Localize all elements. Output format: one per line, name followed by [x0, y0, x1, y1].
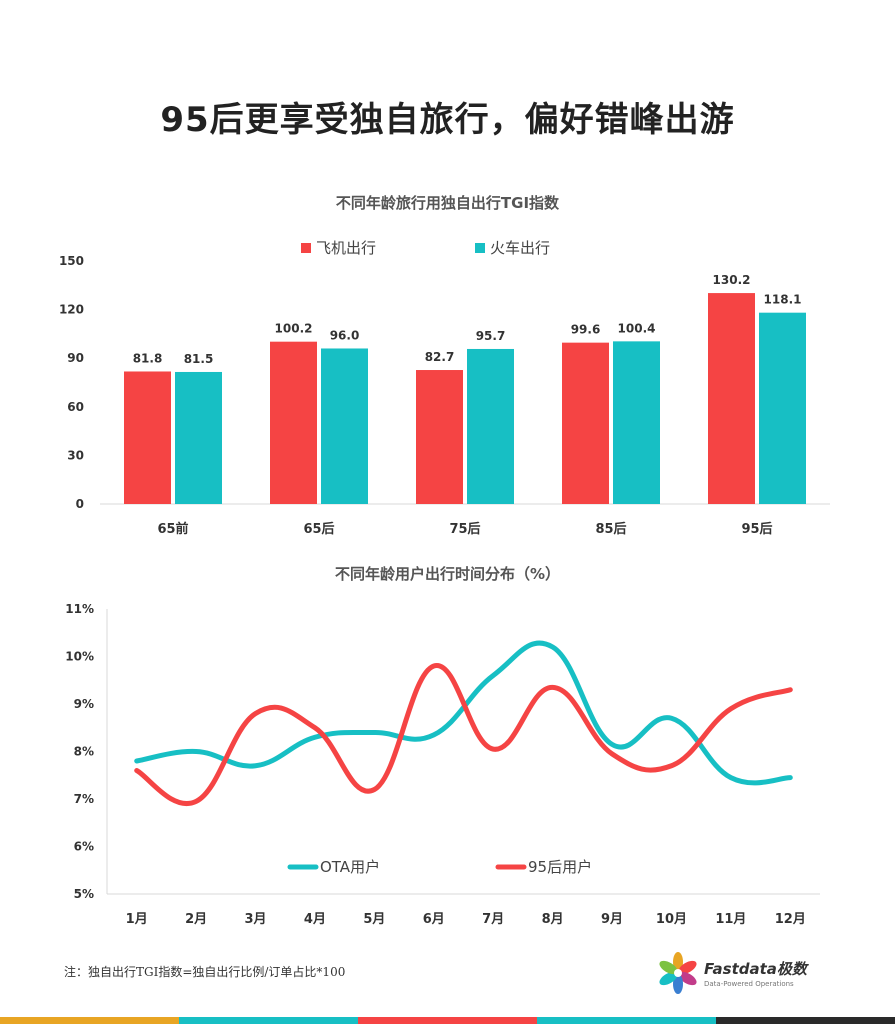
y-tick-label: 11%	[65, 602, 94, 616]
x-tick-label: 2月	[185, 912, 207, 927]
y-tick-label: 0	[76, 497, 84, 511]
bar-value-label: 118.1	[764, 293, 802, 307]
bottom-bar-segment	[716, 1017, 895, 1024]
y-tick-label: 9%	[74, 697, 94, 711]
bottom-bar-segment	[179, 1017, 358, 1024]
travel-time-line-chart: 5% 6% 7% 8% 9% 10% 11% 1月 2月 3月 4月 5月 6月 7月 8月 9月 10月 11月…	[65, 602, 820, 927]
bar	[321, 348, 368, 504]
bar	[708, 293, 755, 504]
y-tick-label: 10%	[65, 650, 94, 664]
bar-value-label: 95.7	[476, 329, 506, 343]
bar-value-label: 100.2	[275, 322, 313, 336]
legend-label: 95后用户	[528, 858, 592, 876]
x-tick-label: 1月	[126, 912, 148, 927]
page-title: 95后更享受独自旅行，偏好错峰出游	[160, 100, 735, 140]
bar-value-label: 96.0	[330, 328, 360, 342]
y-tick-label: 60	[67, 400, 84, 414]
y-tick-label: 7%	[74, 792, 94, 806]
y-tick-label: 120	[59, 303, 84, 317]
bar-value-label: 130.2	[713, 273, 751, 287]
bar	[759, 312, 806, 504]
x-tick-label: 65后	[303, 521, 334, 537]
bottom-bar-segment	[358, 1017, 537, 1024]
bar	[175, 371, 222, 504]
logo-tagline: Data-Powered Operations	[704, 980, 794, 988]
x-tick-label: 11月	[715, 912, 746, 927]
x-tick-label: 95后	[741, 521, 772, 537]
bar	[124, 371, 171, 504]
x-tick-label: 5月	[363, 912, 385, 927]
bar-value-label: 100.4	[618, 321, 656, 335]
series-line	[134, 640, 793, 786]
bar	[270, 341, 317, 504]
y-tick-label: 150	[59, 254, 84, 268]
bar-value-label: 99.6	[571, 323, 601, 337]
line-chart-title: 不同年龄用户出行时间分布（%）	[334, 565, 561, 583]
y-tick-label: 6%	[74, 840, 94, 854]
series-line	[134, 663, 793, 806]
fastdata-logo: Fastdata极数 Data-Powered Operations	[656, 950, 836, 996]
flower-logo-icon	[659, 952, 697, 994]
bar-value-label: 81.5	[184, 352, 214, 366]
tgi-bar-chart: 0 30 60 90 120 150 65前 81.8 81.5 65后 100.2 96.0 75后 8…	[59, 239, 830, 537]
bar	[613, 341, 660, 504]
x-tick-label: 75后	[449, 521, 480, 537]
x-tick-label: 65前	[157, 521, 188, 537]
x-tick-label: 85后	[595, 521, 626, 537]
bar	[562, 342, 609, 504]
bar	[467, 348, 514, 504]
x-tick-label: 8月	[542, 912, 564, 927]
bottom-bar-segment	[537, 1017, 716, 1024]
x-tick-label: 6月	[423, 912, 445, 927]
legend-swatch	[475, 243, 485, 253]
bar-value-label: 81.8	[133, 351, 163, 365]
logo-name: Fastdata极数	[704, 960, 807, 978]
x-tick-label: 4月	[304, 912, 326, 927]
bar	[416, 370, 463, 504]
x-tick-label: 3月	[245, 912, 267, 927]
x-tick-label: 9月	[601, 912, 623, 927]
bottom-color-bar	[0, 1017, 895, 1024]
legend-swatch	[301, 243, 311, 253]
bar-value-label: 82.7	[425, 350, 455, 364]
bar-chart-title: 不同年龄旅行用独自出行TGI指数	[335, 194, 560, 212]
footnote: 注：独自出行TGI指数=独自出行比例/订单占比*100	[64, 965, 346, 979]
y-tick-label: 8%	[74, 745, 94, 759]
x-tick-label: 12月	[775, 912, 806, 927]
x-tick-label: 7月	[482, 912, 504, 927]
y-tick-label: 5%	[74, 887, 94, 901]
y-tick-label: 30	[67, 448, 84, 462]
legend-label: 火车出行	[490, 239, 550, 257]
x-tick-label: 10月	[656, 912, 687, 927]
bottom-bar-segment	[0, 1017, 179, 1024]
legend-label: 飞机出行	[316, 239, 376, 257]
y-tick-label: 90	[67, 351, 84, 365]
legend-label: OTA用户	[320, 858, 380, 876]
